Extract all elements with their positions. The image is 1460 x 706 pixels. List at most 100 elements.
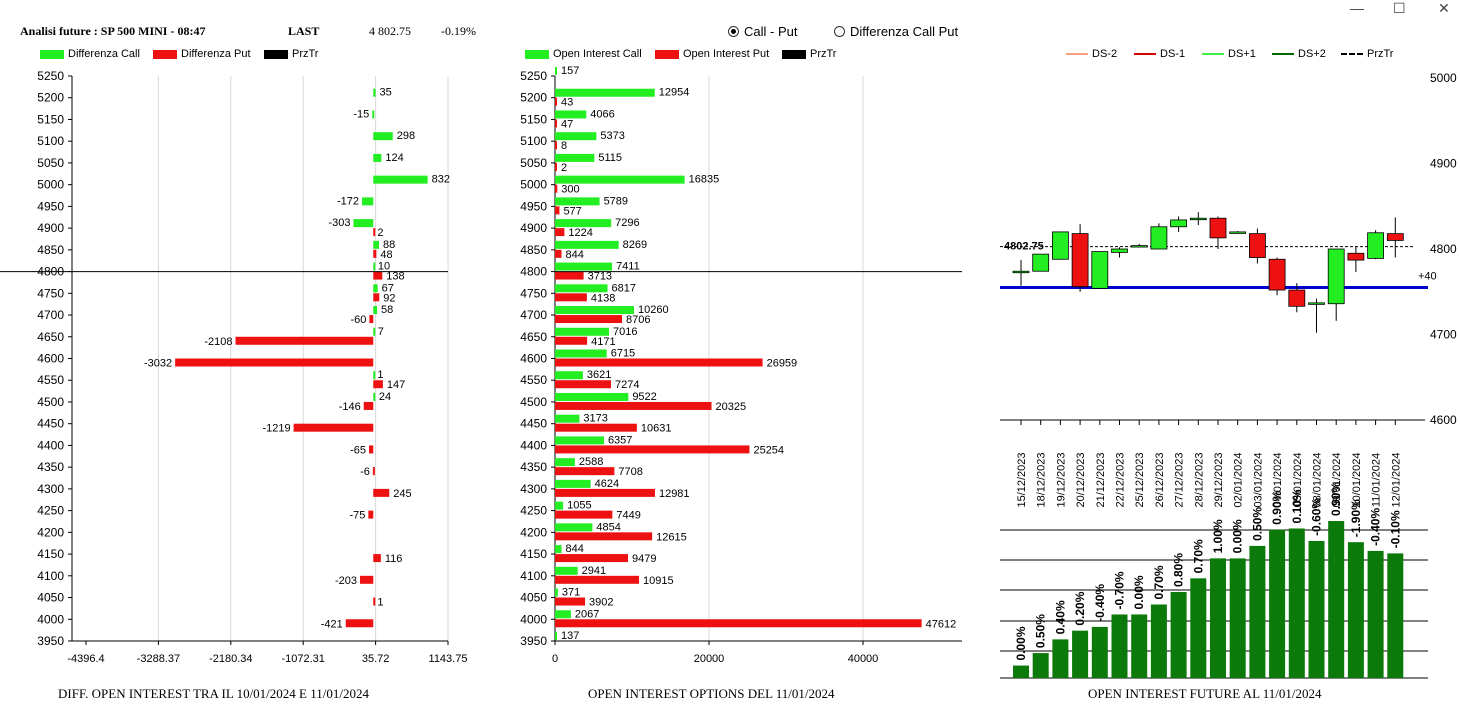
radio-call-put-dot[interactable] [728,26,739,37]
y-tick-label: 4250 [37,504,64,518]
candle-body [1268,258,1286,291]
legend-swatch [264,49,288,59]
legend-label: PrzTr [292,48,319,60]
maximize-button[interactable]: ☐ [1393,0,1406,16]
oi-call-bar [555,197,600,206]
oi-future-value-label: -0.60% [1310,498,1324,536]
x-tick-label: 0 [552,653,558,665]
radio-call-put[interactable]: Call - Put [728,24,797,39]
diff-call-bar [373,284,378,293]
oi-call-bar [555,501,564,510]
oi-call-bar [555,240,619,249]
candle-body [1170,219,1187,228]
radio-diff-call-put[interactable]: Differenza Call Put [834,24,958,39]
oi-call-label: 10260 [638,304,669,316]
oi-put-bar [555,119,557,128]
y-tick-label: 4800 [520,265,547,279]
oi-put-bar [555,488,655,497]
y-tick-label: 4500 [520,395,547,409]
oi-call-bar [555,219,612,228]
oi-future-bar [1170,592,1187,678]
oi-future-value-label: -1.90% [1349,499,1363,537]
diff-call-label: 124 [385,152,403,164]
oi-call-label: 7296 [615,217,639,229]
oi-put-bar [555,271,584,280]
diff-put-bar [372,467,375,476]
diff-call-label: 58 [381,304,393,316]
y-tick-label: 4950 [37,199,64,213]
footer-oi-future: OPEN INTEREST FUTURE AL 11/01/2024 [1088,686,1322,701]
oi-future-bar [1190,578,1207,678]
oi-future-value-label: 0.00% [1014,626,1028,660]
y-tick-label: 5050 [37,156,64,170]
diff-put-label: -203 [335,575,357,587]
diff-call-label: 67 [382,282,394,294]
oi-future-value-label: 0.50% [1034,614,1048,648]
diff-call-bar [362,197,374,206]
candle-body [1189,217,1207,221]
oi-put-bar [555,401,712,410]
y-tick-label: 5200 [520,91,547,105]
x-tick-label: 28/12/2023 [1193,452,1205,507]
oi-call-label: 3621 [587,369,611,381]
x-tick-label: 08/01/2024 [1312,452,1324,507]
legend-label: DS+1 [1228,48,1256,60]
oi-call-bar [555,88,655,97]
diff-put-label: -1219 [262,423,290,435]
oi-put-label: 3713 [588,271,612,283]
diff-put-bar [373,249,377,258]
x-tick-label: 26/12/2023 [1154,452,1166,507]
legend-oi-put: Open Interest Put [655,48,769,60]
y-tick-label: 4600 [37,352,64,366]
diff-put-label: -60 [350,314,366,326]
candle-body [1111,248,1128,253]
y-tick-label: 4000 [37,612,64,626]
oi-put-label: 4171 [591,336,615,348]
oi-put-bar [555,619,922,628]
x-tick-label: 11/01/2024 [1371,453,1383,507]
oi-call-label: 6817 [611,282,635,294]
oi-call-bar [555,132,597,141]
diff-put-label: 48 [380,249,392,261]
oi-put-label: 47612 [926,618,957,630]
oi-future-bar [1111,614,1128,678]
diff-put-label: 116 [385,553,403,565]
oi-call-bar [555,349,607,358]
radio-diff-call-put-dot[interactable] [834,26,845,37]
radio-diff-call-put-label: Differenza Call Put [850,24,959,39]
oi-call-label: 2588 [579,456,603,468]
prztr-label: 4802.75 [1004,241,1044,253]
oi-call-label: 5373 [600,130,624,142]
oi-put-bar [555,184,558,193]
oi-call-bar [555,110,587,119]
candle-body [1012,270,1030,274]
oi-put-label: 9479 [632,553,656,565]
y-tick-label: 4850 [37,243,64,257]
y-tick-label: 4750 [520,286,547,300]
oi-future-bar [1328,521,1345,678]
legend-swatch [153,49,177,59]
oi-call-label: 2067 [575,608,599,620]
y-tick-label: 3950 [37,634,64,648]
diff-put-bar [369,315,374,324]
y-tick-label: 4300 [520,482,547,496]
candle-body [1347,252,1365,261]
oi-put-bar [555,510,613,519]
diff-put-label: 245 [393,488,411,500]
diff-put-bar [363,401,374,410]
legend-label: DS-2 [1092,48,1118,60]
diff-put-label: 1 [377,597,383,609]
x-tick-label: 09/01/2024 [1331,452,1343,507]
oi-put-bar [555,380,612,389]
oi-call-bar [555,175,685,184]
diff-put-label: -146 [339,401,361,413]
oi-put-bar [555,445,750,454]
minimize-button[interactable]: — [1350,0,1364,16]
candle-body [1052,231,1069,260]
oi-future-bar [1249,545,1266,678]
diff-put-label: -2108 [204,336,232,348]
y-tick-label: 5150 [520,112,547,126]
close-button[interactable]: ✕ [1438,0,1450,16]
candle-body [1249,233,1266,258]
oi-call-bar [555,479,591,488]
